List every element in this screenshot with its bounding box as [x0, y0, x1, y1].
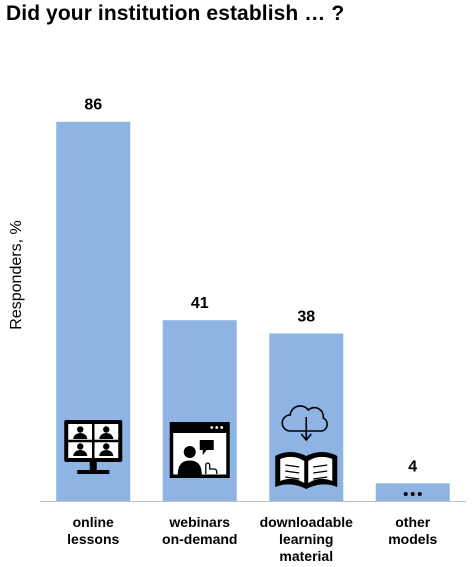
- value-label: 41: [191, 295, 209, 312]
- category-label: downloadable learning material: [260, 514, 354, 564]
- category-label-line: on-demand: [162, 531, 237, 547]
- bar-icons: [64, 405, 422, 496]
- value-label: 4: [408, 458, 417, 475]
- chart-title: Did your institution establish … ?: [6, 2, 345, 25]
- value-label: 86: [84, 97, 102, 114]
- category-labels: online lessons webinars on-demand downloadab…: [67, 514, 437, 564]
- category-label: other models: [388, 514, 437, 547]
- category-label: webinars on-demand: [162, 514, 237, 547]
- ellipsis-icon: [403, 492, 422, 496]
- category-label: online lessons: [67, 514, 119, 547]
- category-label-line: learning: [279, 531, 333, 547]
- value-labels: 86 41 38 4: [84, 97, 417, 476]
- cloud-download-book-icon: [275, 405, 338, 489]
- category-label-line: other: [395, 514, 431, 530]
- category-label-line: downloadable: [260, 514, 354, 530]
- category-label-line: models: [388, 531, 437, 547]
- category-label-line: lessons: [67, 531, 119, 547]
- video-conference-icon: [64, 420, 123, 474]
- value-label: 38: [297, 308, 315, 325]
- category-label-line: material: [279, 548, 333, 564]
- category-label-line: webinars: [168, 514, 230, 530]
- category-label-line: online: [73, 514, 114, 530]
- webinar-screen-icon: [169, 422, 230, 478]
